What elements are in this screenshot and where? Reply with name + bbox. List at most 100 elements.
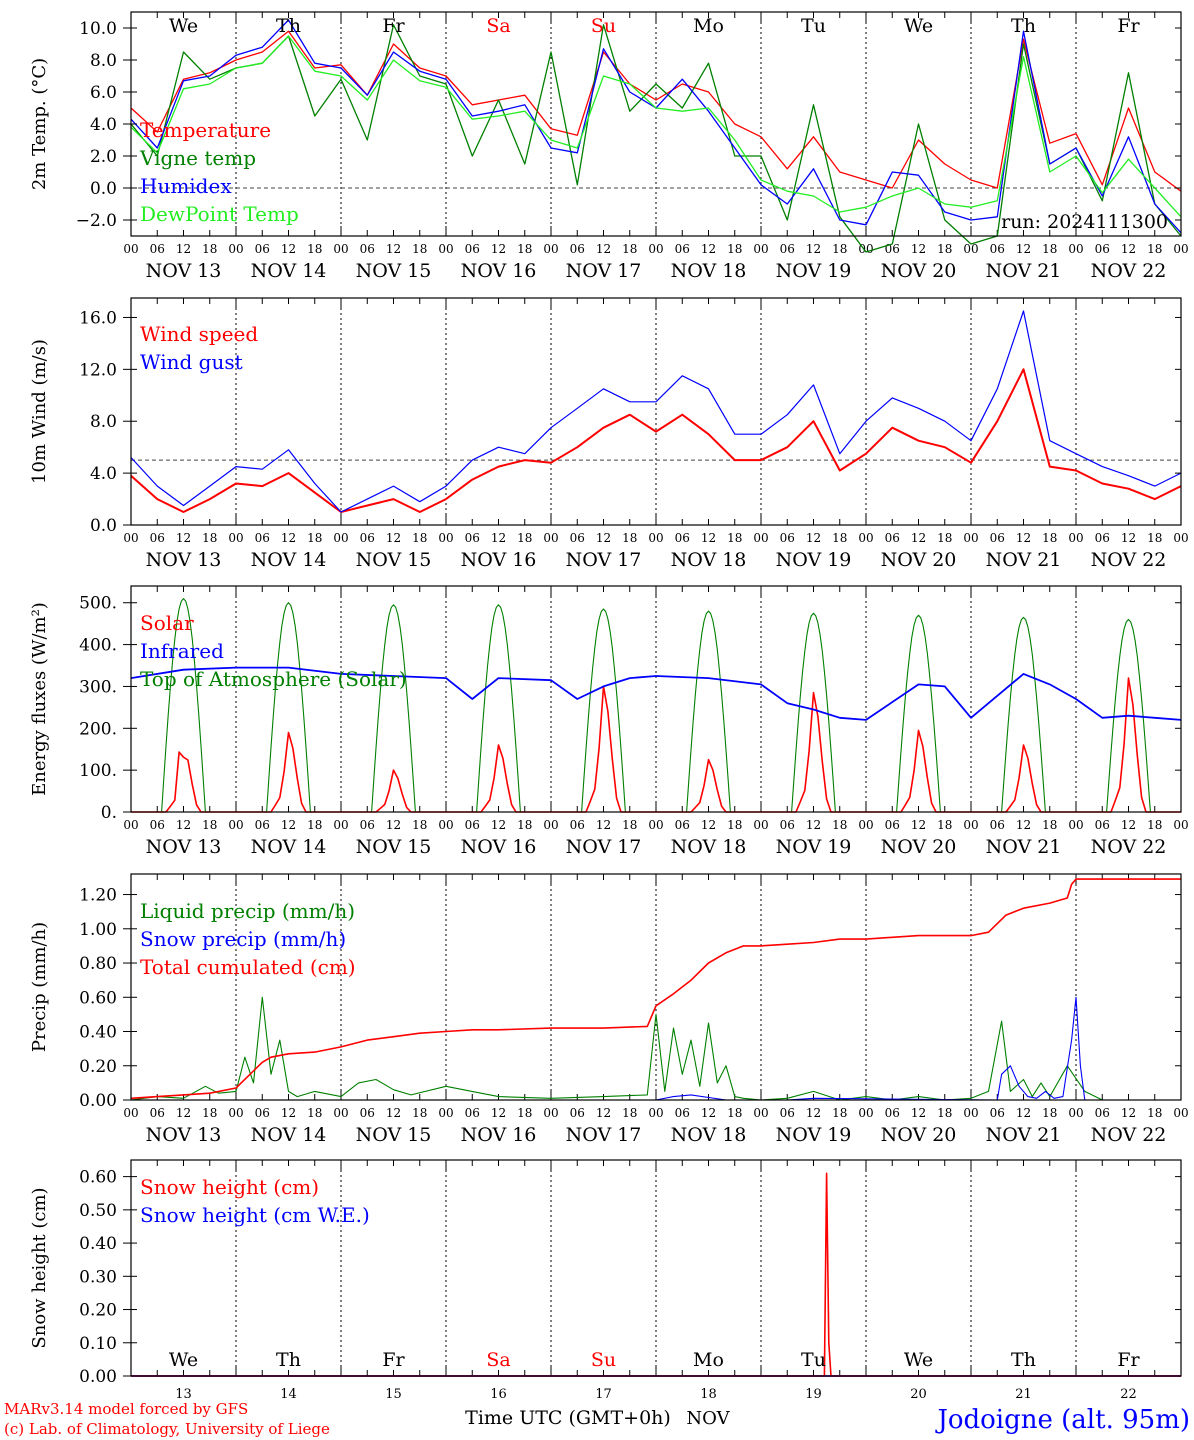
hour-tick-label: 06 (570, 531, 585, 545)
date-label: NOV 20 (881, 260, 957, 282)
date-label: NOV 15 (356, 1124, 432, 1146)
hour-tick-label: 18 (1042, 531, 1057, 545)
hour-tick-label: 06 (255, 818, 270, 832)
hour-tick-label: 18 (202, 531, 217, 545)
y-tick-label: 0.20 (79, 1301, 117, 1321)
hour-tick-label: 18 (1042, 242, 1057, 256)
series-line-snow-precip-mm-h- (131, 996, 1181, 1101)
hour-tick-label: 12 (911, 242, 926, 256)
run-label: run: 2024111300 (1001, 211, 1168, 233)
hour-tick-label: 12 (596, 242, 611, 256)
series-line-wind-speed (130, 368, 1182, 513)
hour-tick-label: 18 (727, 242, 742, 256)
y-tick-label: 6.0 (90, 83, 117, 103)
hour-tick-label: 18 (937, 818, 952, 832)
hour-tick-label: 12 (176, 1106, 191, 1120)
y-tick-label: 4.0 (90, 464, 117, 484)
hour-tick-label: 06 (1095, 818, 1110, 832)
legend-entry: Wind gust (140, 350, 243, 374)
hour-tick-label: 00 (1068, 1106, 1083, 1120)
day-number: 22 (1120, 1387, 1137, 1402)
hour-tick-label: 00 (858, 818, 873, 832)
hour-tick-label: 18 (937, 531, 952, 545)
hour-tick-label: 00 (438, 531, 453, 545)
weekday-label: Th (1011, 1349, 1036, 1371)
y-axis-label: Energy fluxes (W/m²) (29, 602, 50, 796)
hour-tick-label: 00 (438, 818, 453, 832)
hour-tick-label: 00 (228, 818, 243, 832)
y-tick-label: 0.20 (79, 1057, 117, 1077)
hour-tick-label: 00 (648, 1106, 663, 1120)
hour-tick-label: 18 (412, 1106, 427, 1120)
hour-tick-label: 06 (675, 531, 690, 545)
day-number: 21 (1015, 1387, 1032, 1402)
series-line-dewpoint-temp (130, 35, 1182, 218)
legend-entry: Snow height (cm W.E.) (140, 1203, 370, 1227)
date-label: NOV 14 (251, 260, 327, 282)
hour-tick-label: 12 (911, 1106, 926, 1120)
hour-tick-label: 12 (806, 1106, 821, 1120)
day-number: 20 (910, 1387, 927, 1402)
hour-tick-label: 00 (963, 531, 978, 545)
hour-tick-label: 00 (1173, 818, 1188, 832)
legend-entry: Vigne temp (139, 146, 256, 170)
snow-panel: We Th Fr Sa Su Mo Tu We Th Fr 13 14 15 16 17 18 19 20 21 22… (29, 1159, 1182, 1402)
station-label: Jodoigne (alt. 95m) (934, 1405, 1190, 1435)
weekday-label: Sa (486, 1349, 510, 1371)
hour-tick-label: 12 (806, 242, 821, 256)
y-tick-label: 400. (79, 636, 117, 656)
hour-tick-label: 06 (885, 818, 900, 832)
legend-entry: DewPoint Temp (140, 202, 299, 226)
date-label: NOV 22 (1091, 1124, 1167, 1146)
hour-tick-label: 06 (675, 242, 690, 256)
hour-tick-label: 00 (1068, 818, 1083, 832)
hour-tick-label: 00 (1068, 242, 1083, 256)
date-label: NOV 13 (146, 549, 222, 571)
y-tick-label: 0.00 (79, 1091, 117, 1111)
date-label: NOV 17 (566, 260, 642, 282)
date-label: NOV 21 (986, 260, 1062, 282)
date-label: NOV 19 (776, 549, 852, 571)
hour-tick-label: 00 (648, 531, 663, 545)
y-tick-label: 10.0 (79, 19, 117, 39)
hour-tick-label: 18 (727, 1106, 742, 1120)
date-label: NOV 16 (461, 260, 537, 282)
y-axis-label: 10m Wind (m/s) (29, 339, 50, 484)
hour-tick-label: 12 (386, 1106, 401, 1120)
date-label: NOV 18 (671, 260, 747, 282)
date-label: NOV 18 (671, 549, 747, 571)
hour-tick-label: 12 (701, 242, 716, 256)
plot-frame (130, 873, 1182, 1101)
date-label: NOV 18 (671, 1124, 747, 1146)
hour-tick-label: 00 (858, 1106, 873, 1120)
hour-tick-label: 18 (517, 242, 532, 256)
hour-tick-label: 06 (150, 1106, 165, 1120)
day-number: 13 (175, 1387, 192, 1402)
hour-tick-label: 12 (1121, 242, 1136, 256)
legend-entry: Total cumulated (cm) (140, 955, 356, 979)
date-label: NOV 14 (251, 1124, 327, 1146)
weekday-label: Tu (801, 15, 826, 37)
y-tick-label: 200. (79, 719, 117, 739)
footer: MARv3.14 model forced by GFS (c) Lab. of … (4, 1400, 1190, 1438)
hour-tick-label: 00 (543, 818, 558, 832)
hour-tick-label: 00 (963, 242, 978, 256)
hour-tick-label: 18 (1147, 818, 1162, 832)
plot-frame (130, 1159, 1182, 1377)
hour-tick-label: 00 (648, 818, 663, 832)
model-credit: MARv3.14 model forced by GFS (4, 1400, 248, 1418)
hour-tick-label: 00 (228, 1106, 243, 1120)
hour-tick-label: 18 (727, 818, 742, 832)
weekday-label: We (169, 1349, 198, 1371)
date-label: NOV 15 (356, 260, 432, 282)
hour-tick-label: 12 (596, 1106, 611, 1120)
date-label: NOV 15 (356, 836, 432, 858)
hour-tick-label: 18 (832, 1106, 847, 1120)
hour-tick-label: 12 (281, 1106, 296, 1120)
hour-tick-label: 12 (701, 1106, 716, 1120)
hour-tick-label: 00 (123, 1106, 138, 1120)
hour-tick-label: 18 (1042, 818, 1057, 832)
hour-tick-label: 12 (281, 531, 296, 545)
hour-tick-label: 12 (1016, 531, 1031, 545)
legend-entry: Solar (140, 611, 194, 635)
